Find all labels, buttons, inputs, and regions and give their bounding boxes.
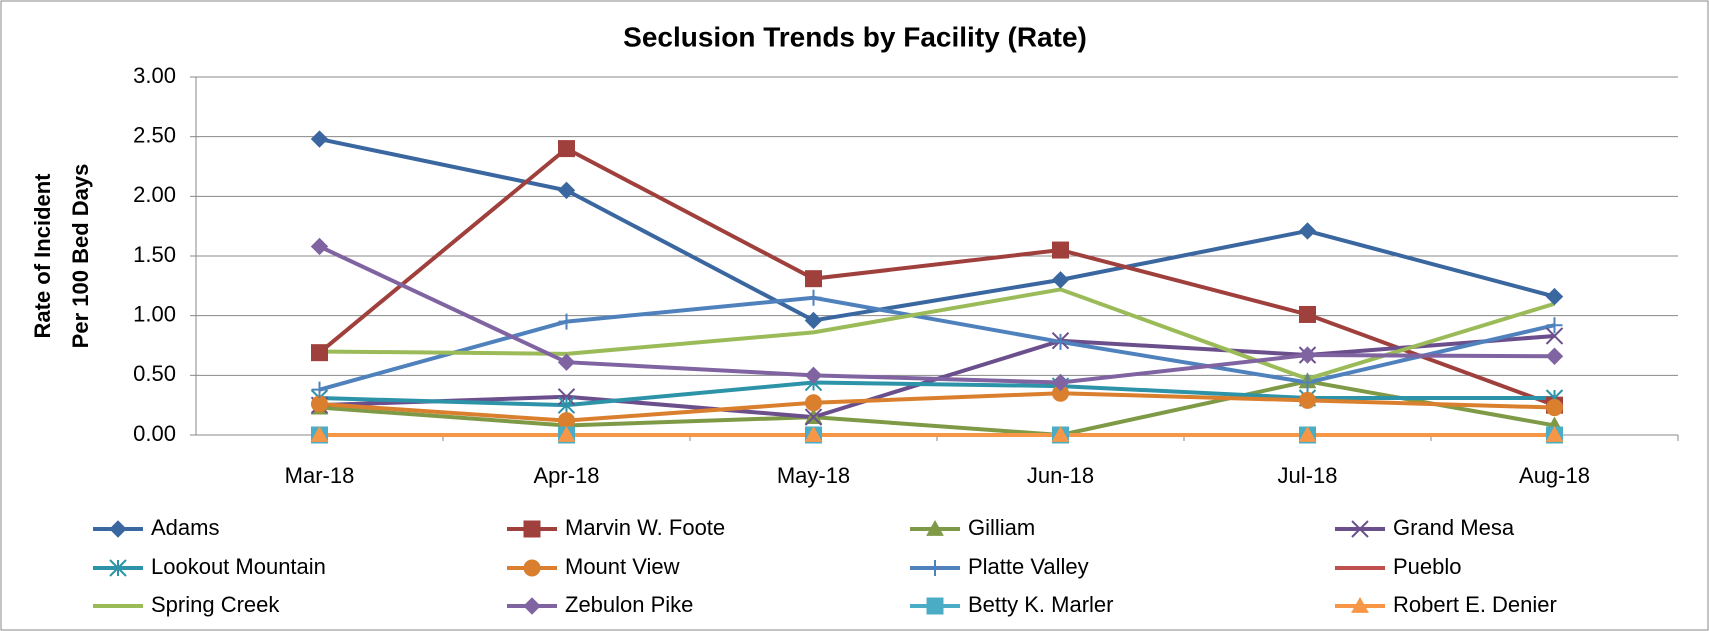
legend-label: Robert E. Denier: [1393, 592, 1557, 617]
legend-marker: [109, 520, 127, 538]
y-tick-label: 2.50: [133, 122, 176, 147]
y-axis-label: Rate of Incident: [30, 173, 55, 339]
data-point: [805, 394, 822, 412]
series-line: [319, 391, 1555, 423]
data-point: [557, 181, 576, 200]
data-point: [1298, 346, 1317, 364]
x-tick-label: Mar-18: [285, 463, 355, 488]
data-point: [310, 130, 329, 148]
data-point: [805, 289, 822, 306]
legend-label: Spring Creek: [151, 592, 280, 617]
legend-marker: [1351, 596, 1369, 613]
legend-marker: [926, 519, 944, 536]
data-point: [1298, 222, 1317, 240]
data-point: [557, 388, 576, 406]
data-point: [804, 311, 823, 330]
legend-marker: [1351, 520, 1369, 538]
data-point: [558, 313, 575, 330]
y-tick-label: 0.00: [133, 421, 176, 446]
x-tick-label: Aug-18: [1519, 463, 1590, 488]
y-tick-label: 0.50: [133, 361, 176, 386]
data-point: [1546, 317, 1563, 334]
data-point: [805, 270, 822, 288]
data-point: [1299, 391, 1316, 409]
series-line: [319, 380, 1555, 408]
x-tick-label: Apr-18: [533, 463, 599, 488]
data-point: [310, 237, 329, 256]
legend-marker: [926, 597, 944, 615]
data-point: [1546, 399, 1563, 417]
y-axis-label: Per 100 Bed Days: [68, 164, 93, 349]
data-point: [557, 396, 576, 414]
series-line: [319, 287, 1556, 382]
y-tick-label: 3.00: [133, 63, 176, 88]
data-point: [1299, 305, 1316, 323]
y-tick-label: 2.00: [133, 182, 176, 207]
data-point: [311, 344, 328, 362]
data-point: [1545, 347, 1564, 365]
data-point: [1051, 425, 1070, 442]
legend-marker: [523, 520, 541, 538]
data-point: [1052, 333, 1069, 350]
legend-label: Zebulon Pike: [565, 592, 693, 617]
data-point: [1545, 287, 1564, 306]
legend-marker: [109, 559, 127, 577]
x-tick-label: Jul-18: [1278, 463, 1338, 488]
chart-title: Seclusion Trends by Facility (Rate): [623, 21, 1087, 52]
legend-label: Marvin W. Foote: [565, 515, 725, 540]
data-point: [557, 425, 576, 442]
data-point: [804, 366, 823, 385]
series-line: [318, 146, 1556, 408]
x-tick-label: Jun-18: [1027, 463, 1094, 488]
legend-marker: [927, 560, 943, 576]
data-point: [311, 381, 328, 398]
legend-label: Platte Valley: [968, 554, 1089, 579]
data-point: [1052, 241, 1069, 259]
data-point: [558, 140, 575, 158]
data-point: [804, 408, 823, 426]
legend-label: Adams: [151, 515, 219, 540]
data-point: [311, 395, 328, 413]
series-line: [318, 244, 1555, 385]
legend-label: Mount View: [565, 554, 680, 579]
x-tick-label: May-18: [777, 463, 850, 488]
data-point: [1545, 327, 1564, 345]
data-point: [557, 353, 576, 371]
data-point: [804, 425, 823, 442]
legend-marker: [523, 559, 541, 577]
data-point: [1298, 425, 1317, 442]
data-point: [1299, 374, 1316, 391]
data-point: [1545, 425, 1564, 442]
legend-label: Pueblo: [1393, 554, 1462, 579]
data-point: [1051, 271, 1070, 289]
legend-label: Gilliam: [968, 515, 1035, 540]
data-point: [1051, 373, 1070, 392]
data-point: [310, 425, 329, 442]
legend-label: Grand Mesa: [1393, 515, 1515, 540]
series-line: [318, 295, 1555, 392]
legend-marker: [523, 597, 541, 615]
series-line: [319, 379, 1555, 438]
legend-label: Lookout Mountain: [151, 554, 326, 579]
legend-label: Betty K. Marler: [968, 592, 1113, 617]
y-tick-label: 1.50: [133, 242, 176, 267]
y-tick-label: 1.00: [133, 301, 176, 326]
